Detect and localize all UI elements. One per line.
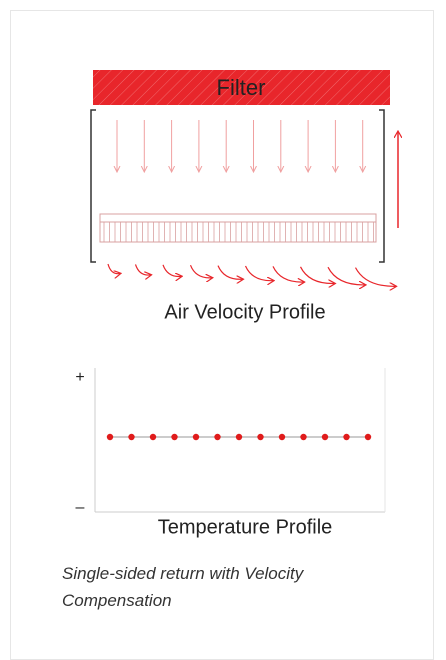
exit-arrow — [327, 266, 365, 285]
profile-dots — [106, 433, 372, 441]
profile-dot — [343, 433, 350, 441]
exit-arrow — [217, 265, 242, 280]
exit-arrow — [299, 266, 335, 284]
exit-arrow — [107, 263, 120, 274]
profile-dot — [149, 433, 157, 441]
caption: Single-sided return with Velocity Compen… — [62, 564, 304, 610]
filter-label: Filter — [217, 75, 266, 100]
exit-arrow — [189, 264, 212, 278]
exit-arrow — [244, 265, 274, 281]
down-arrows — [117, 120, 363, 172]
profile-dot — [235, 433, 243, 441]
bracket-left — [90, 109, 96, 263]
exit-arrow — [272, 266, 304, 282]
profile-dot — [192, 433, 200, 441]
profile-dot — [278, 433, 286, 441]
velocity-title: Air Velocity Profile — [164, 301, 325, 323]
profile-dot — [300, 433, 307, 441]
exit-arrow — [354, 267, 396, 287]
profile-dot — [171, 433, 178, 441]
temperature-title: Temperature Profile — [158, 516, 333, 538]
exit-arrow — [162, 264, 181, 277]
bracket-right — [379, 109, 385, 263]
exit-arrows — [107, 263, 396, 287]
plus-label: + — [75, 369, 84, 386]
profile-dot — [128, 433, 135, 441]
filter — [93, 70, 390, 105]
exit-arrow — [134, 264, 151, 275]
grille-frame — [99, 213, 377, 243]
profile-dot — [321, 433, 329, 441]
profile-dot — [257, 433, 264, 441]
profile-dot — [214, 433, 221, 441]
grille — [99, 213, 377, 243]
profile-dot — [106, 433, 114, 441]
profile-dot — [364, 433, 372, 441]
minus-label: – — [76, 499, 85, 516]
